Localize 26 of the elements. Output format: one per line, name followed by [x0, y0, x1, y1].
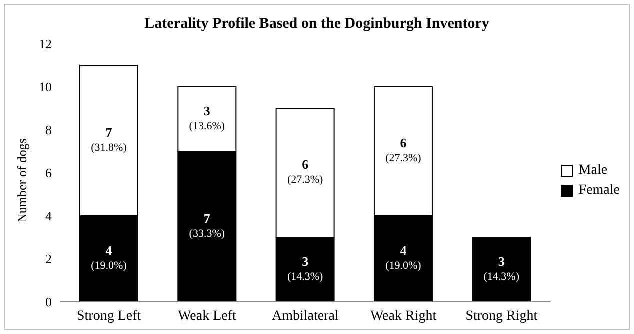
x-tick-label: Strong Right — [466, 308, 538, 324]
y-tick-label: 12 — [39, 36, 52, 52]
data-label: 4 (19.0%) — [386, 243, 422, 272]
x-tick-label: Weak Right — [370, 308, 437, 324]
y-axis-title: Number of dogs — [14, 138, 30, 223]
chart-title: Laterality Profile Based on the Doginburgh Inventory — [144, 16, 490, 33]
data-label: 6 (27.3%) — [287, 157, 324, 186]
y-tick-label: 8 — [46, 122, 52, 138]
data-label: 3 (14.3%) — [287, 254, 324, 283]
data-label: 4 (19.0%) — [91, 243, 128, 272]
x-tick-label: Weak Left — [178, 308, 237, 324]
data-label: 7 (31.8%) — [91, 124, 128, 154]
y-tick-label: 6 — [46, 166, 52, 181]
legend-label: Female — [578, 183, 620, 199]
x-tick-label: Strong Left — [77, 308, 142, 324]
x-tick-label: Ambilateral — [272, 308, 339, 324]
legend-label: Male — [578, 163, 609, 179]
data-label: 7 (33.3%) — [189, 210, 226, 240]
y-tick-label: 2 — [46, 252, 52, 267]
data-label: 6 (27.3%) — [386, 136, 422, 164]
data-label: 3 (13.6%) — [189, 103, 226, 132]
bar — [472, 237, 532, 302]
y-tick-label: 10 — [39, 80, 52, 95]
y-tick-label: 0 — [46, 294, 52, 310]
data-label: 3 (14.3%) — [484, 254, 520, 283]
y-tick-label: 4 — [46, 208, 52, 224]
